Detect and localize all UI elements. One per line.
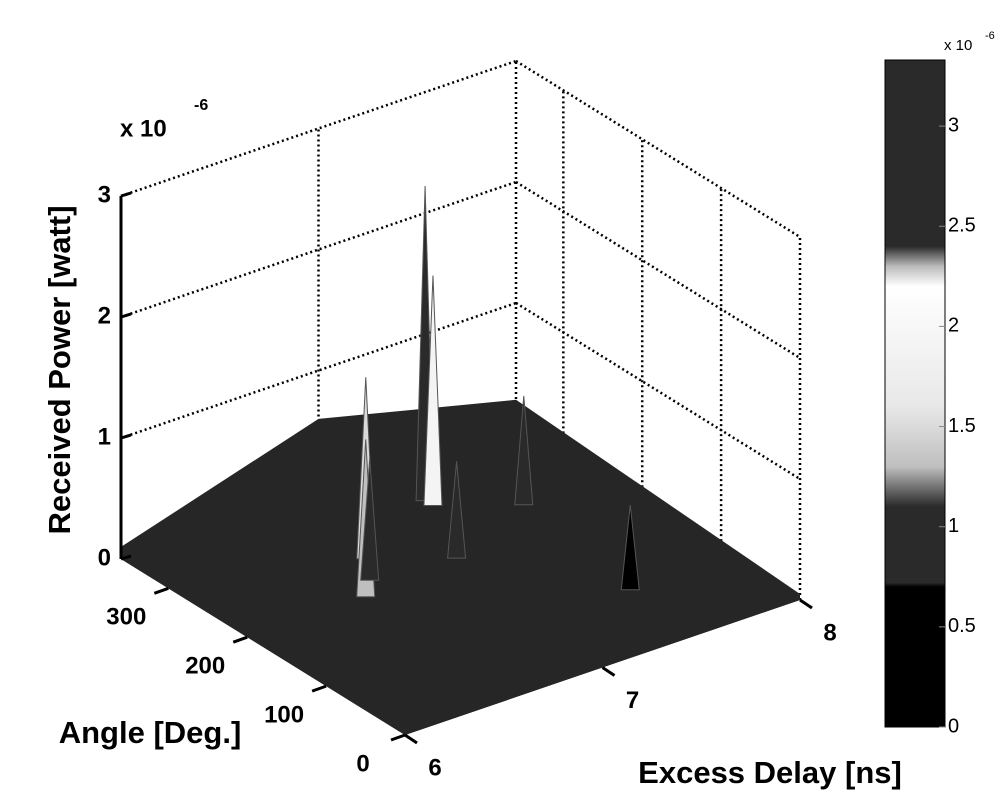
colorbar-tick-label: 1.5	[948, 415, 976, 437]
colorbar-tick-label: 1	[948, 515, 959, 537]
colorbar-tick-label: 3	[948, 114, 959, 136]
x-tick-label: 8	[823, 619, 836, 646]
x-tick-label: 6	[428, 754, 441, 781]
y-tick	[390, 733, 406, 742]
x-tick	[601, 666, 616, 677]
x-tick-label: 7	[626, 687, 639, 714]
colorbar-multiplier: x 10	[944, 37, 972, 54]
z-tick	[120, 312, 132, 319]
colorbar-tick-label: 0.5	[948, 615, 976, 637]
z-tick-label: 3	[98, 181, 111, 208]
y-tick-label: 100	[264, 701, 304, 728]
z-axis-label: Received Power [watt]	[42, 205, 77, 534]
colorbar-exponent: -6	[985, 30, 995, 42]
x-axis-label: Excess Delay [ns]	[638, 755, 902, 790]
z-tick	[120, 433, 132, 440]
colorbar-tick-label: 2	[948, 315, 959, 337]
z-multiplier: x 10	[120, 115, 167, 142]
x-tick	[799, 598, 813, 610]
colorbar	[884, 59, 946, 728]
peak	[620, 504, 640, 591]
z-tick-label: 1	[98, 423, 111, 450]
y-axis-label: Angle [Deg.]	[59, 715, 242, 750]
peak	[447, 461, 467, 559]
peak	[514, 395, 534, 506]
y-tick	[153, 586, 169, 595]
grid-line	[515, 180, 801, 360]
colorbar-tick-label: 0	[948, 715, 959, 737]
z-tick	[120, 554, 132, 561]
z-tick-label: 2	[98, 302, 111, 329]
x-tick	[404, 733, 418, 745]
y-tick	[232, 635, 248, 644]
y-tick	[311, 684, 327, 693]
peak	[360, 459, 380, 581]
grid-line	[515, 59, 801, 239]
y-tick-label: 200	[185, 653, 225, 680]
colorbar-tick-label: 2.5	[948, 215, 976, 237]
y-tick-label: 300	[106, 604, 146, 631]
peak	[423, 275, 443, 506]
z-tick	[120, 191, 132, 198]
y-tick-label: 0	[356, 750, 369, 777]
surface-base	[121, 399, 800, 735]
z-tick-label: 0	[98, 544, 111, 571]
z-exponent: -6	[194, 97, 208, 114]
